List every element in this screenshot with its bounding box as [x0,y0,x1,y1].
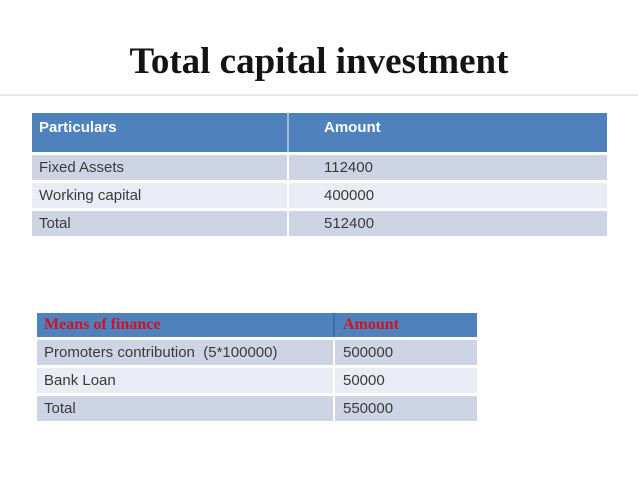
table-header-row: Particulars Amount [32,113,607,152]
row-amount: 112400 [287,155,607,180]
row-label: Bank Loan [37,368,333,393]
column-header-means-of-finance: Means of finance [37,313,333,337]
table-row: Total 550000 [37,396,477,421]
row-label: Working capital [32,183,287,208]
row-label: Total [37,396,333,421]
row-amount: 512400 [287,211,607,236]
row-label: Promoters contribution (5*100000) [37,340,333,365]
table-header-row: Means of finance Amount [37,313,477,337]
row-amount: 550000 [333,396,477,421]
row-amount: 500000 [333,340,477,365]
table-row: Promoters contribution (5*100000) 500000 [37,340,477,365]
means-of-finance-table: Means of finance Amount Promoters contri… [37,310,477,424]
row-amount: 400000 [287,183,607,208]
table-row: Fixed Assets 112400 [32,155,607,180]
column-header-amount: Amount [287,113,607,152]
total-capital-table: Particulars Amount Fixed Assets 112400 W… [32,110,607,239]
table-row: Total 512400 [32,211,607,236]
row-label: Fixed Assets [32,155,287,180]
title-underline-rule [0,94,638,96]
column-header-amount: Amount [333,313,477,337]
slide-title: Total capital investment [129,41,509,82]
row-amount: 50000 [333,368,477,393]
column-header-particulars: Particulars [32,113,287,152]
row-label: Total [32,211,287,236]
table-row: Working capital 400000 [32,183,607,208]
table-row: Bank Loan 50000 [37,368,477,393]
